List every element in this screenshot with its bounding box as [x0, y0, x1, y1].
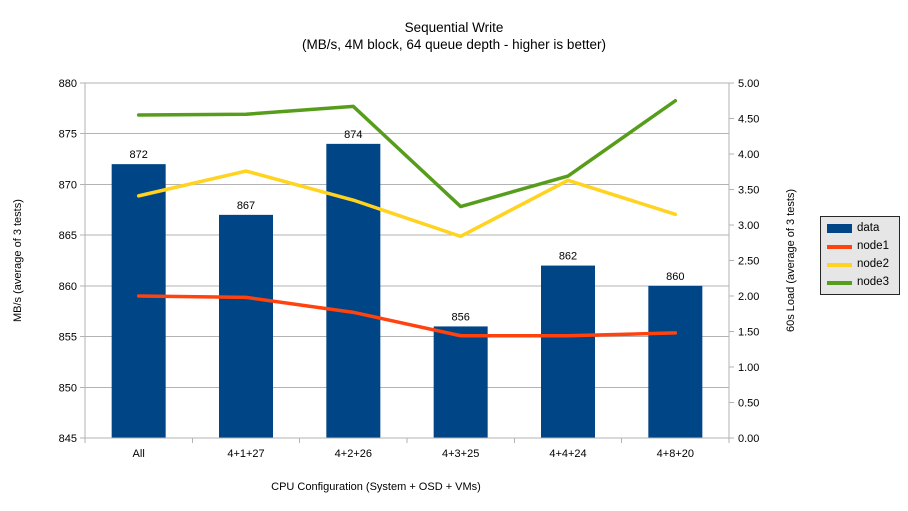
left-tick-label: 845	[59, 433, 77, 445]
right-axis-title: 60s Load (average of 3 tests)	[785, 188, 797, 333]
bar-value-label: 856	[451, 311, 469, 323]
x-category-label: All	[133, 448, 145, 460]
chart-title: Sequential Write (MB/s, 4M block, 64 que…	[0, 19, 908, 53]
legend-swatch-node3	[827, 280, 852, 285]
x-category-label: 4+8+20	[657, 448, 694, 460]
left-tick-label: 850	[59, 382, 77, 394]
bar-4+3+25	[433, 326, 488, 438]
right-tick-label: 4.00	[738, 149, 759, 161]
x-category-label: 4+2+26	[335, 448, 372, 460]
bar-value-label: 867	[237, 200, 255, 212]
right-tick-label: 4.50	[738, 114, 759, 126]
legend: data node1 node2 node3	[820, 216, 900, 295]
line-node2	[136, 169, 678, 239]
bar-value-label: 872	[129, 149, 147, 161]
right-tick-label: 0.50	[738, 398, 759, 410]
bar-value-label: 862	[559, 251, 577, 263]
right-tick-label: 1.50	[738, 327, 759, 339]
chart-title-line2: (MB/s, 4M block, 64 queue depth - higher…	[302, 37, 606, 52]
legend-item-data: data	[827, 222, 893, 234]
legend-item-node1: node1	[827, 240, 893, 252]
left-tick-label: 865	[59, 230, 77, 242]
legend-swatch-node2	[827, 262, 852, 267]
right-tick-label: 1.00	[738, 362, 759, 374]
right-tick-label: 2.50	[738, 256, 759, 268]
legend-label: data	[857, 222, 880, 234]
legend-label: node1	[857, 240, 889, 252]
right-tick-label: 5.00	[738, 78, 759, 90]
legend-swatch-node1	[827, 244, 852, 249]
right-tick-label: 3.00	[738, 220, 759, 232]
bar-All	[111, 164, 166, 438]
legend-label: node3	[857, 276, 889, 288]
legend-item-node3: node3	[827, 276, 893, 288]
bar-4+8+20	[648, 285, 703, 438]
right-tick-label: 3.50	[738, 185, 759, 197]
left-tick-label: 860	[59, 281, 77, 293]
bar-4+1+27	[219, 214, 273, 438]
chart-title-line1: Sequential Write	[404, 20, 504, 35]
x-category-label: 4+1+27	[227, 448, 264, 460]
bar-value-label: 874	[344, 129, 362, 141]
right-tick-label: 2.00	[738, 291, 759, 303]
line-node1	[136, 294, 678, 338]
left-axis-title: MB/s (average of 3 tests)	[12, 199, 24, 322]
right-tick-label: 0.00	[738, 433, 759, 445]
legend-swatch-data	[827, 224, 852, 233]
legend-label: node2	[857, 258, 889, 270]
bar-4+4+24	[541, 265, 595, 438]
legend-item-node2: node2	[827, 258, 893, 270]
x-category-label: 4+3+25	[442, 448, 479, 460]
x-category-label: 4+4+24	[549, 448, 586, 460]
bar-4+2+26	[326, 143, 381, 438]
left-tick-label: 880	[59, 78, 77, 90]
left-tick-label: 870	[59, 179, 77, 191]
line-node3	[136, 99, 678, 209]
bar-value-label: 860	[666, 271, 684, 283]
left-tick-label: 855	[59, 332, 77, 344]
x-axis-title: CPU Configuration (System + OSD + VMs)	[271, 481, 481, 493]
left-tick-label: 875	[59, 129, 77, 141]
